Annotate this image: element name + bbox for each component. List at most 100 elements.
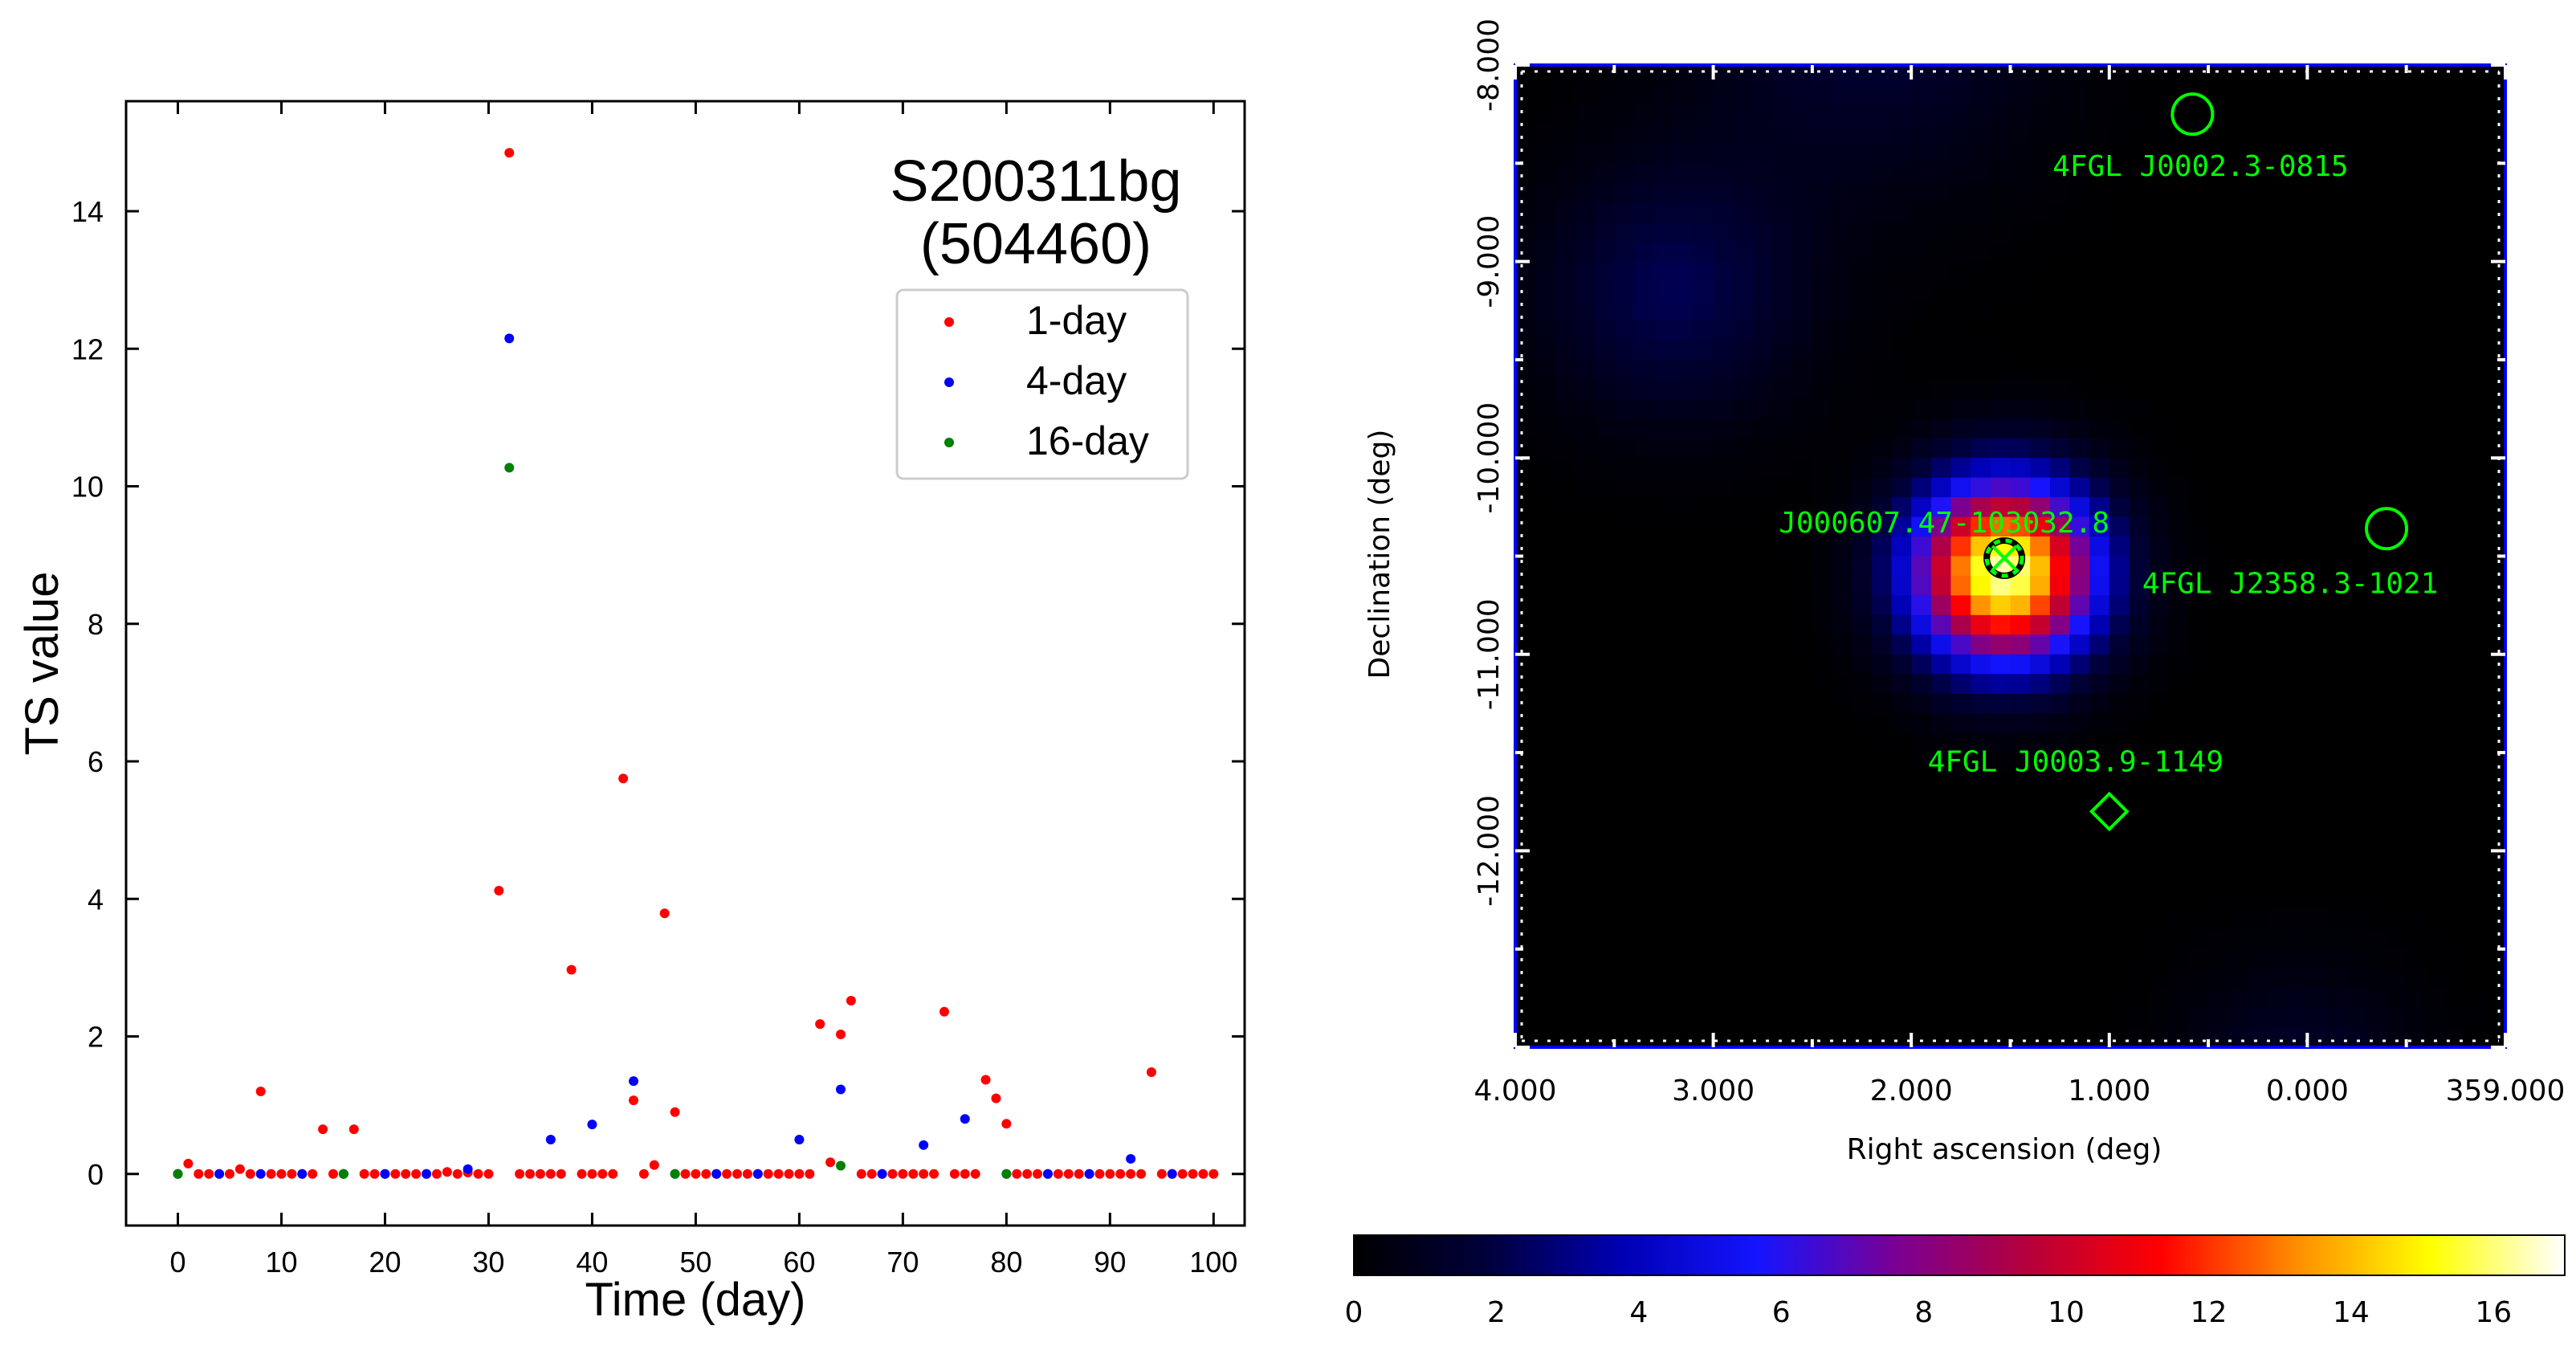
map-pixel	[1673, 222, 1694, 243]
map-pixel	[1911, 418, 1932, 439]
map-pixel	[1792, 163, 1813, 184]
map-pixel	[1535, 320, 1555, 341]
map-pixel	[1653, 830, 1674, 851]
map-pixel	[1812, 693, 1833, 714]
map-pixel	[1574, 674, 1596, 695]
map-pixel	[2248, 300, 2268, 321]
map-pixel	[2030, 614, 2051, 635]
map-pixel	[2307, 830, 2328, 851]
map-pixel	[2149, 222, 2170, 243]
map-pixel	[2366, 969, 2387, 989]
map-pixel	[1832, 890, 1853, 911]
map-pixel	[1555, 713, 1575, 734]
map-pixel	[1891, 556, 1912, 577]
map-pixel	[2307, 497, 2328, 518]
map-pixel	[2307, 202, 2328, 223]
map-pixel	[2287, 870, 2308, 891]
map-pixel	[1891, 772, 1912, 793]
map-pixel	[1852, 104, 1873, 124]
map-pixel	[1515, 477, 1536, 498]
map-pixel	[1733, 575, 1754, 597]
map-pixel	[1930, 909, 1952, 930]
map-pixel	[2109, 202, 2130, 223]
map-pixel	[1950, 595, 1971, 616]
map-pixel	[2010, 497, 2031, 518]
map-pixel	[1653, 614, 1674, 635]
y-tick-label: 2	[88, 1021, 104, 1054]
map-pixel	[1733, 65, 1754, 86]
map-pixel	[1812, 654, 1833, 675]
ts-chart-title: S200311bg	[890, 149, 1181, 214]
map-pixel	[2346, 458, 2367, 479]
map-pixel	[2346, 536, 2367, 557]
map-pixel	[1752, 477, 1774, 498]
map-pixel	[1990, 1027, 2011, 1048]
map-pixel	[2346, 772, 2367, 793]
map-pixel	[2049, 693, 2071, 714]
map-pixel	[2188, 890, 2209, 911]
map-pixel	[2406, 281, 2427, 302]
map-pixel	[2188, 614, 2209, 635]
map-pixel	[1792, 556, 1813, 577]
map-pixel	[1633, 772, 1655, 793]
map-pixel	[1752, 359, 1774, 380]
map-pixel	[2010, 398, 2031, 419]
map-pixel	[2188, 163, 2209, 184]
map-pixel	[1971, 811, 1991, 832]
map-pixel	[2049, 300, 2071, 321]
map-pixel	[1633, 143, 1655, 164]
map-pixel	[2030, 438, 2051, 459]
map-pixel	[2030, 654, 2051, 675]
map-pixel	[1535, 634, 1555, 655]
map-pixel	[1832, 143, 1853, 164]
map-pixel	[1971, 359, 1991, 380]
map-pixel	[1950, 320, 1971, 341]
map-pixel	[2089, 929, 2110, 950]
map-pixel	[2307, 379, 2328, 400]
map-pixel	[2188, 929, 2209, 950]
y-tick-label: 4	[88, 883, 104, 916]
data-point-1-day	[1115, 1169, 1126, 1179]
map-pixel	[2485, 398, 2506, 419]
map-pixel	[2327, 300, 2348, 321]
map-pixel	[2287, 124, 2308, 145]
map-pixel	[1515, 84, 1536, 105]
map-pixel	[2010, 969, 2031, 989]
map-pixel	[1733, 477, 1754, 498]
map-pixel	[2346, 143, 2367, 164]
map-pixel	[2446, 222, 2467, 243]
map-pixel	[1555, 477, 1575, 498]
map-pixel	[2010, 830, 2031, 851]
map-pixel	[2010, 753, 2031, 773]
map-pixel	[1792, 65, 1813, 86]
map-pixel	[2010, 693, 2031, 714]
map-pixel	[1555, 948, 1575, 969]
map-pixel	[1930, 320, 1952, 341]
map-pixel	[2010, 65, 2031, 86]
data-point-1-day	[411, 1169, 422, 1179]
map-pixel	[1772, 772, 1793, 793]
map-pixel	[2248, 674, 2268, 695]
map-pixel	[1832, 497, 1853, 518]
map-pixel	[2010, 909, 2031, 930]
map-pixel	[1772, 1027, 1793, 1048]
map-pixel	[1950, 84, 1971, 105]
map-pixel	[2485, 536, 2506, 557]
map-pixel	[1594, 536, 1615, 557]
map-pixel	[1971, 477, 1991, 498]
map-pixel	[1555, 84, 1575, 105]
map-pixel	[2366, 143, 2387, 164]
map-pixel	[1713, 104, 1734, 124]
map-pixel	[2406, 458, 2427, 479]
map-pixel	[2208, 792, 2229, 813]
map-pixel	[1574, 732, 1596, 753]
map-pixel	[1772, 850, 1793, 871]
map-pixel	[1614, 595, 1635, 616]
map-pixel	[1990, 182, 2011, 203]
map-pixel	[1871, 988, 1893, 1009]
map-pixel	[1693, 732, 1714, 753]
data-point-4-day	[1084, 1169, 1094, 1179]
map-pixel	[2366, 242, 2387, 263]
map-pixel	[2485, 595, 2506, 616]
map-pixel	[2109, 909, 2130, 930]
